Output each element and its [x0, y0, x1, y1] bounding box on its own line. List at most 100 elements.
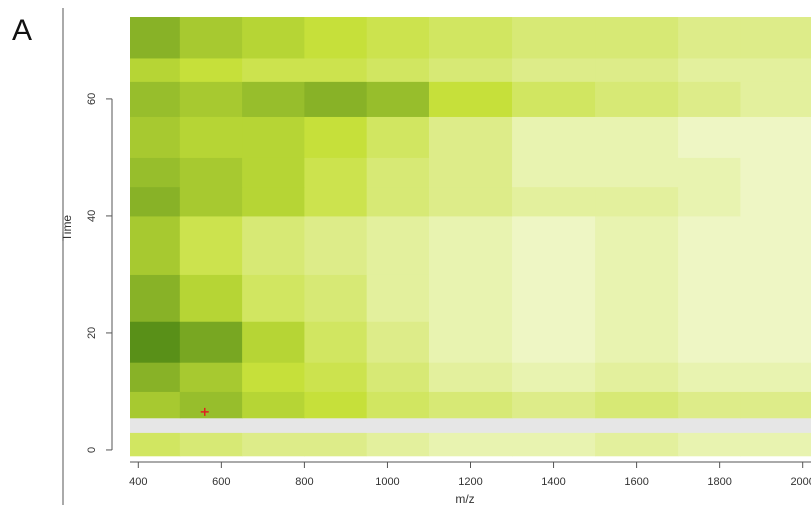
heatmap-cell — [242, 391, 305, 419]
missing-cell — [366, 417, 430, 433]
heatmap-cell — [428, 391, 513, 419]
heatmap-cell — [740, 215, 811, 275]
heatmap-cell — [678, 57, 741, 82]
x-tick-label: 1600 — [624, 476, 648, 488]
y-tick-label: 20 — [86, 327, 98, 339]
missing-cell — [428, 417, 513, 433]
heatmap-cell — [130, 362, 181, 392]
heatmap-cell — [428, 81, 513, 117]
heatmap-cell — [678, 321, 741, 363]
heatmap-cell — [512, 321, 596, 363]
missing-cell — [740, 417, 811, 433]
y-tick-label: 0 — [86, 447, 98, 453]
heatmap-cell — [304, 186, 368, 217]
heatmap-cell — [740, 321, 811, 363]
y-tick-label: 60 — [86, 93, 98, 105]
y-axis-title: Time — [60, 215, 74, 242]
heatmap-cell — [366, 215, 430, 275]
heatmap-cell — [242, 81, 305, 117]
heatmap-cell — [242, 321, 305, 363]
heatmap-cell — [595, 17, 679, 59]
heatmap-cell — [130, 432, 181, 457]
heatmap-cell — [512, 17, 596, 59]
heatmap-cell — [678, 116, 741, 158]
heatmap-cell — [512, 391, 596, 419]
x-tick-label: 1000 — [375, 476, 399, 488]
heatmap-cell — [595, 274, 679, 322]
heatmap-cell — [130, 116, 181, 158]
heatmap-cell — [512, 362, 596, 392]
heatmap-cell — [512, 116, 596, 158]
heatmap-cell — [428, 57, 513, 82]
heatmap-cell — [179, 186, 243, 217]
heatmap-cell — [130, 321, 181, 363]
heatmap-cell — [242, 116, 305, 158]
heatmap-cell — [512, 215, 596, 275]
heatmap-cell — [304, 17, 368, 59]
heatmap-cell — [740, 432, 811, 457]
marker — [200, 407, 209, 416]
missing-cell — [242, 417, 305, 433]
heatmap-cell — [740, 57, 811, 82]
heatmap-cell — [304, 274, 368, 322]
heatmap-cell — [678, 391, 741, 419]
heatmap-cell — [179, 432, 243, 457]
heatmap-cell — [179, 391, 243, 419]
heatmap-cell — [595, 81, 679, 117]
heatmap-cell — [130, 186, 181, 217]
heatmap-cell — [130, 57, 181, 82]
heatmap-cell — [130, 274, 181, 322]
x-tick-label: 1200 — [458, 476, 482, 488]
heatmap-cell — [366, 274, 430, 322]
heatmap-cell — [595, 215, 679, 275]
heatmap-cell — [179, 215, 243, 275]
x-axis-title: m/z — [455, 492, 474, 506]
heatmap-cell — [179, 362, 243, 392]
heatmap-cell — [130, 215, 181, 275]
panel-label: A — [12, 14, 32, 47]
heatmap-cell — [740, 391, 811, 419]
heatmap-cell — [304, 116, 368, 158]
heatmap-cell — [740, 186, 811, 217]
heatmap-cell — [179, 81, 243, 117]
heatmap-cell — [179, 57, 243, 82]
heatmap-cell — [130, 81, 181, 117]
heatmap-cell — [130, 157, 181, 188]
heatmap-cell — [179, 274, 243, 322]
heatmap-cell — [595, 186, 679, 217]
x-tick-label: 1400 — [541, 476, 565, 488]
heatmap-cell — [366, 17, 430, 59]
heatmap-cell — [304, 432, 368, 457]
heatmap-cell — [512, 186, 596, 217]
missing-cell — [130, 417, 181, 433]
heatmap-cell — [428, 215, 513, 275]
heatmap-cell — [428, 321, 513, 363]
heatmap-cell — [366, 321, 430, 363]
heatmap-cell — [595, 157, 679, 188]
heatmap-cell — [242, 274, 305, 322]
missing-cell — [179, 417, 243, 433]
heatmap-cell — [595, 391, 679, 419]
heatmap-cell — [678, 157, 741, 188]
heatmap-cell — [304, 362, 368, 392]
heatmap-cell — [366, 186, 430, 217]
heatmap-cell — [242, 362, 305, 392]
heatmap-cell — [130, 17, 181, 59]
heatmap-cell — [130, 391, 181, 419]
heatmap-cell — [242, 57, 305, 82]
heatmap-cell — [428, 186, 513, 217]
x-tick-label: 400 — [129, 476, 147, 488]
heatmap-cell — [366, 432, 430, 457]
heatmap-cell — [428, 17, 513, 59]
heatmap-cell — [179, 116, 243, 158]
heatmap-cell — [595, 116, 679, 158]
heatmap-cell — [366, 391, 430, 419]
heatmap-cell — [428, 432, 513, 457]
heatmap-cell — [595, 432, 679, 457]
heatmap-cell — [595, 321, 679, 363]
heatmap-cell — [304, 391, 368, 419]
x-tick-label: 800 — [295, 476, 313, 488]
heatmap-cell — [428, 274, 513, 322]
